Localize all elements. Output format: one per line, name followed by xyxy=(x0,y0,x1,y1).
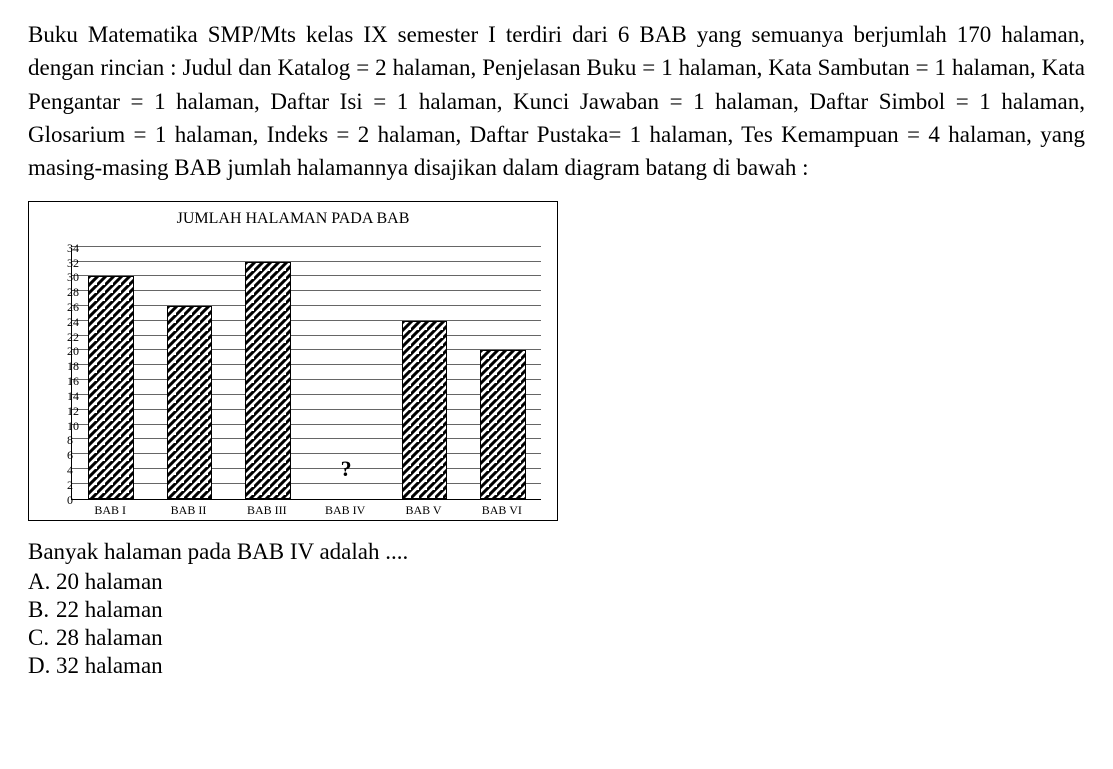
chart-area: ?0246810121416182022242628303234BAB IBAB… xyxy=(37,234,549,522)
gridline xyxy=(72,468,541,469)
chart-title: JUMLAH HALAMAN PADA BAB xyxy=(29,202,557,228)
answer-option: A.20 halaman xyxy=(28,569,1085,595)
question-text: Banyak halaman pada BAB IV adalah .... xyxy=(28,539,1085,565)
gridline xyxy=(72,409,541,410)
answer-option: D.32 halaman xyxy=(28,653,1085,679)
answer-options: A.20 halamanB.22 halamanC.28 halamanD.32… xyxy=(28,569,1085,679)
gridline xyxy=(72,246,541,247)
gridline xyxy=(72,453,541,454)
gridline xyxy=(72,320,541,321)
answer-option: B.22 halaman xyxy=(28,597,1085,623)
gridline xyxy=(72,394,541,395)
x-tick-label: BAB I xyxy=(94,504,126,516)
answer-option: C.28 halaman xyxy=(28,625,1085,651)
x-tick-label: BAB III xyxy=(247,504,287,516)
x-tick-label: BAB IV xyxy=(325,504,365,516)
x-tick-label: BAB V xyxy=(405,504,441,516)
gridline xyxy=(72,483,541,484)
bar xyxy=(402,321,447,499)
gridline xyxy=(72,335,541,336)
gridline xyxy=(72,424,541,425)
gridline xyxy=(72,349,541,350)
bar xyxy=(480,350,525,498)
option-label: B. xyxy=(28,597,56,623)
option-label: D. xyxy=(28,653,56,679)
bar xyxy=(88,276,133,498)
gridline xyxy=(72,275,541,276)
option-text: 20 halaman xyxy=(56,569,163,594)
option-label: A. xyxy=(28,569,56,595)
chart-plot: ? xyxy=(71,248,541,500)
option-text: 22 halaman xyxy=(56,597,163,622)
gridline xyxy=(72,364,541,365)
gridline xyxy=(72,438,541,439)
x-tick-label: BAB II xyxy=(171,504,207,516)
option-label: C. xyxy=(28,625,56,651)
gridline xyxy=(72,261,541,262)
bar xyxy=(167,306,212,499)
gridline xyxy=(72,305,541,306)
unknown-marker: ? xyxy=(341,456,352,482)
option-text: 32 halaman xyxy=(56,653,163,678)
gridline xyxy=(72,379,541,380)
gridline xyxy=(72,290,541,291)
option-text: 28 halaman xyxy=(56,625,163,650)
bar xyxy=(245,262,290,499)
chart-box: JUMLAH HALAMAN PADA BAB ?024681012141618… xyxy=(28,201,558,521)
problem-text: Buku Matematika SMP/Mts kelas IX semeste… xyxy=(28,18,1085,185)
x-tick-label: BAB VI xyxy=(482,504,522,516)
